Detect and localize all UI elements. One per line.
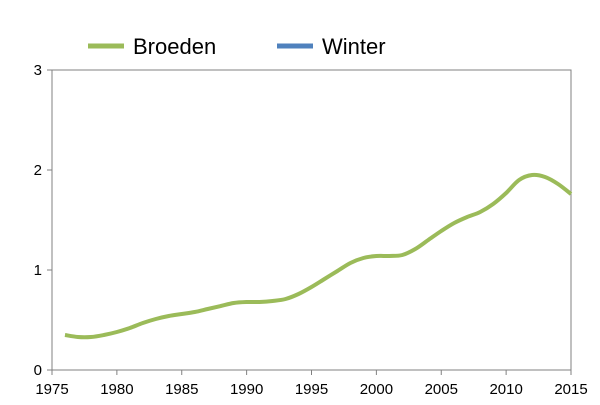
data-point: [63, 333, 67, 337]
data-point: [543, 175, 547, 179]
data-point: [400, 253, 404, 257]
legend-label: Winter: [322, 34, 386, 59]
data-point: [569, 192, 573, 196]
data-point: [271, 299, 275, 303]
data-point: [413, 247, 417, 251]
legend-item-winter: Winter: [277, 34, 386, 59]
y-tick-label: 2: [34, 162, 42, 179]
legend-label: Broeden: [133, 34, 216, 59]
data-point: [154, 317, 158, 321]
data-point: [180, 312, 184, 316]
data-point: [491, 202, 495, 206]
series-layer: [63, 172, 573, 340]
data-point: [245, 300, 249, 304]
data-point: [76, 335, 80, 339]
legend-item-broeden: Broeden: [88, 34, 216, 59]
data-point: [115, 330, 119, 334]
plot-area-border: [51, 69, 572, 371]
data-point: [141, 321, 145, 325]
data-point: [167, 314, 171, 318]
data-point: [504, 191, 508, 195]
data-point: [374, 254, 378, 258]
data-point: [89, 335, 93, 339]
x-tick-label: 1975: [35, 381, 68, 398]
legend: Broeden Winter: [88, 34, 386, 59]
data-point: [361, 256, 365, 260]
x-tick-label: 2015: [554, 381, 587, 398]
x-tick-label: 2000: [360, 381, 393, 398]
data-point: [465, 215, 469, 219]
data-point: [530, 173, 534, 177]
x-tick-label: 1980: [100, 381, 133, 398]
data-point: [452, 221, 456, 225]
data-point: [297, 292, 301, 296]
data-point: [102, 333, 106, 337]
data-point: [128, 326, 132, 330]
data-point: [284, 297, 288, 301]
data-point: [322, 277, 326, 281]
x-tick-label: 1990: [230, 381, 263, 398]
x-tick-label: 1985: [165, 381, 198, 398]
data-point: [193, 310, 197, 314]
data-point: [556, 182, 560, 186]
data-point: [206, 307, 210, 311]
y-tick-label: 0: [34, 362, 42, 379]
y-tick-label: 3: [34, 62, 42, 79]
data-point: [478, 210, 482, 214]
data-point: [258, 300, 262, 304]
data-point: [439, 229, 443, 233]
x-tick-label: 2005: [425, 381, 458, 398]
x-tick-label: 1995: [295, 381, 328, 398]
x-tick-label: 2010: [489, 381, 522, 398]
data-point: [232, 301, 236, 305]
data-point: [517, 178, 521, 182]
data-point: [426, 238, 430, 242]
axes: 0 1 2 3 1975 1980 1985 1990 1995 2000 2005 2010 2015: [34, 62, 588, 398]
series-line-broeden: [64, 172, 573, 340]
data-point: [310, 285, 314, 289]
data-point: [219, 304, 223, 308]
data-point: [348, 261, 352, 265]
data-point: [387, 254, 391, 258]
y-tick-label: 1: [34, 262, 42, 279]
data-point: [335, 269, 339, 273]
